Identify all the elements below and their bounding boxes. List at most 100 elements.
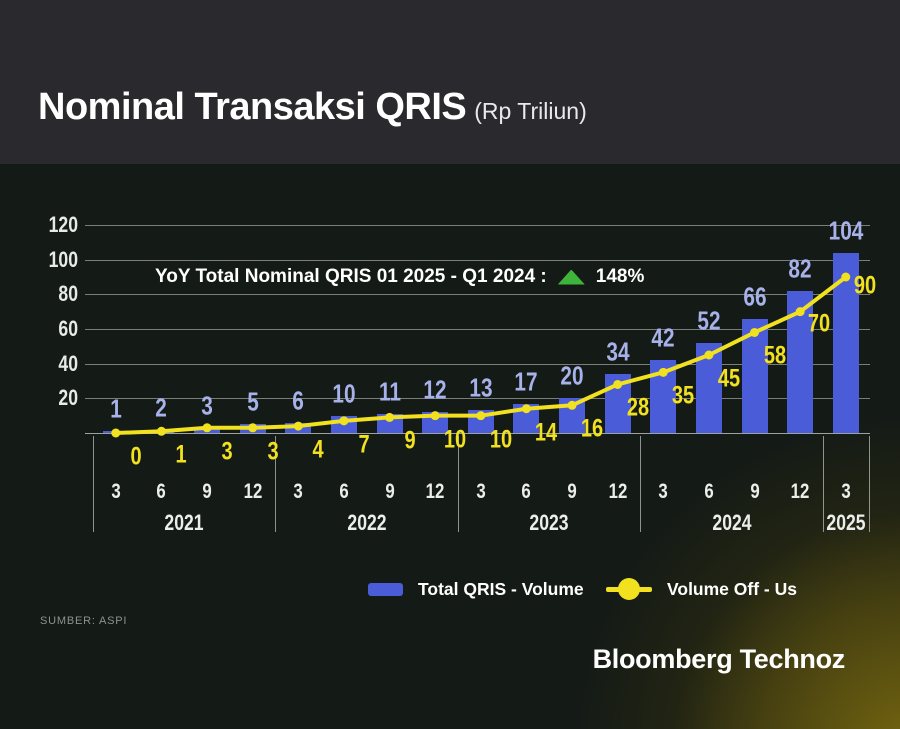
- line-value-label: 45: [717, 364, 741, 393]
- bar-value-label: 3: [201, 390, 213, 421]
- line-value-label: 70: [808, 309, 831, 338]
- grid-line: [85, 329, 870, 330]
- quarter-tick-label: 12: [243, 480, 263, 503]
- line-value-label: 3: [221, 437, 233, 466]
- line-point: [704, 350, 714, 360]
- line-point: [385, 412, 395, 422]
- quarter-tick-label: 3: [841, 480, 851, 503]
- line-value-label: 14: [535, 418, 558, 447]
- legend-item-volume-off-us: Volume Off - Us: [606, 575, 797, 603]
- line-point: [430, 411, 440, 421]
- line-point: [567, 400, 577, 410]
- grid-line: [85, 259, 870, 261]
- line-value-label: 35: [672, 381, 695, 410]
- yoy-annotation-value: 148%: [595, 266, 645, 287]
- legend-line-label: Volume Off - Us: [667, 578, 797, 599]
- line-value-label: 28: [626, 393, 649, 422]
- bar-value-label: 42: [651, 322, 675, 353]
- bar-value-label: 6: [292, 385, 305, 416]
- yoy-annotation-label: YoY Total Nominal QRIS 01 2025 - Q1 2024…: [155, 266, 547, 287]
- yoy-annotation: YoY Total Nominal QRIS 01 2025 - Q1 2024…: [155, 264, 644, 290]
- quarter-tick-label: 9: [567, 480, 577, 503]
- year-label: 2024: [712, 510, 752, 535]
- year-label: 2021: [164, 510, 204, 535]
- y-tick-label: 20: [58, 385, 78, 411]
- line-point: [613, 379, 623, 389]
- y-tick-label: 40: [58, 350, 78, 376]
- quarter-tick-label: 12: [790, 480, 810, 503]
- title-text: Nominal Transaksi QRIS: [38, 86, 467, 128]
- year-label: 2025: [826, 510, 866, 535]
- quarter-tick-label: 12: [425, 480, 445, 503]
- line-value-label: 10: [489, 425, 512, 454]
- y-tick-label: 60: [58, 316, 78, 341]
- page-title: Nominal Transaksi QRIS (Rp Triliun): [38, 86, 587, 129]
- line-value-label: 3: [267, 437, 279, 466]
- year-separator: [868, 436, 870, 532]
- year-separator: [93, 436, 94, 532]
- title-unit: (Rp Triliun): [474, 98, 587, 124]
- bar-value-label: 2: [155, 392, 168, 423]
- legend-bar-swatch: [368, 582, 403, 596]
- bar-value-label: 52: [697, 305, 721, 336]
- legend-line-swatch: [606, 578, 652, 600]
- legend-line-dot-icon: [618, 578, 640, 600]
- y-tick-label: 100: [48, 246, 78, 272]
- bar-value-label: 1: [110, 393, 122, 424]
- line-value-label: 90: [853, 271, 876, 300]
- line-point: [339, 416, 349, 426]
- header: Nominal Transaksi QRIS (Rp Triliun): [0, 0, 900, 164]
- line-point: [476, 411, 486, 421]
- year-label: 2022: [347, 510, 387, 535]
- bar-value-label: 13: [469, 372, 493, 403]
- line-value-label: 1: [175, 440, 187, 469]
- quarter-tick-label: 9: [202, 480, 212, 503]
- line-value-label: 7: [358, 430, 370, 459]
- grid-line: [85, 294, 870, 296]
- line-point: [795, 307, 805, 317]
- quarter-tick-label: 6: [156, 480, 167, 503]
- x-axis-line: [85, 433, 870, 434]
- bar-value-label: 82: [788, 253, 812, 284]
- quarter-tick-label: 3: [658, 480, 668, 503]
- bar-value-label: 66: [742, 281, 767, 312]
- bar-value-label: 34: [606, 336, 630, 367]
- line-point: [521, 404, 531, 414]
- line-value-label: 4: [312, 435, 324, 464]
- source-note: SUMBER: ASPI: [40, 615, 128, 627]
- bar-value-label: 11: [378, 376, 401, 407]
- line-value-label: 10: [444, 425, 467, 454]
- bar-value-label: 12: [423, 374, 447, 405]
- legend-bar-label: Total QRIS - Volume: [418, 578, 584, 599]
- quarter-tick-label: 3: [111, 480, 121, 503]
- bar-value-label: 17: [514, 366, 538, 397]
- line-point: [293, 421, 303, 431]
- quarter-tick-label: 6: [339, 480, 349, 503]
- bar-value-label: 104: [828, 215, 864, 246]
- line-value-label: 9: [403, 426, 416, 455]
- quarter-tick-label: 12: [608, 480, 627, 503]
- bar-value-label: 5: [246, 386, 259, 417]
- bar-value-label: 10: [332, 378, 356, 409]
- quarter-tick-label: 6: [704, 480, 714, 503]
- line-value-label: 58: [763, 341, 786, 370]
- quarter-tick-label: 9: [749, 480, 760, 503]
- line-point: [841, 272, 851, 282]
- bar-value-label: 20: [560, 360, 584, 391]
- y-tick-label: 120: [48, 212, 78, 237]
- line-point: [750, 327, 760, 337]
- brand-logo: Bloomberg Technoz: [592, 644, 846, 674]
- year-separator: [275, 436, 277, 532]
- line-point: [248, 423, 258, 433]
- year-separator: [640, 436, 642, 532]
- line-value-label: 0: [130, 442, 142, 471]
- line-value-label: 16: [580, 414, 604, 443]
- legend-item-total-qris: Total QRIS - Volume: [368, 575, 584, 603]
- quarter-tick-label: 9: [384, 480, 395, 503]
- line-point: [111, 428, 121, 438]
- grid-line: [85, 225, 870, 226]
- grid-line: [85, 398, 870, 400]
- line-point: [658, 367, 668, 377]
- year-separator: [457, 436, 459, 532]
